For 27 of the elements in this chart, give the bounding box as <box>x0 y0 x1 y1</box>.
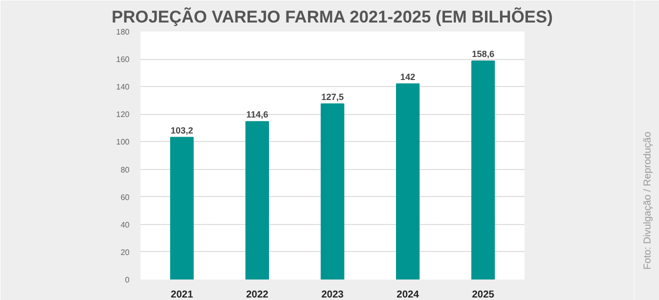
data-label: 142 <box>400 72 416 82</box>
y-tick-label: 0 <box>125 276 130 284</box>
text: Foto: Divulgação / Reprodução <box>642 131 654 270</box>
bar <box>170 136 194 280</box>
bar <box>396 83 420 280</box>
y-tick-label: 40 <box>120 220 130 230</box>
x-tick-label: 2021 <box>170 290 194 300</box>
x-tick-label: 2025 <box>472 290 495 300</box>
data-label: 114,6 <box>246 110 268 120</box>
y-tick-label: 80 <box>120 165 130 174</box>
y-tick-label: 120 <box>116 110 130 120</box>
bar <box>320 103 344 280</box>
bar <box>245 121 269 280</box>
data-label: 103,2 <box>170 125 194 136</box>
y-tick-label: 140 <box>116 82 130 92</box>
y-tick-label: 20 <box>120 248 130 257</box>
data-label: 127,5 <box>321 92 344 102</box>
chart-title: PROJEÇÃO VAREJO FARMA 2021-2025 (EM BILHÕES) <box>112 6 553 26</box>
x-tick-label: 2024 <box>396 290 420 300</box>
bar <box>471 60 495 280</box>
x-tick-label: 2022 <box>246 290 269 300</box>
y-tick-label: 160 <box>116 55 130 64</box>
y-tick-label: 100 <box>116 138 130 147</box>
x-tick-label: 2023 <box>321 290 344 300</box>
y-tick-label: 180 <box>116 28 130 36</box>
y-tick-label: 60 <box>120 192 130 202</box>
data-label: 158,6 <box>472 48 494 59</box>
